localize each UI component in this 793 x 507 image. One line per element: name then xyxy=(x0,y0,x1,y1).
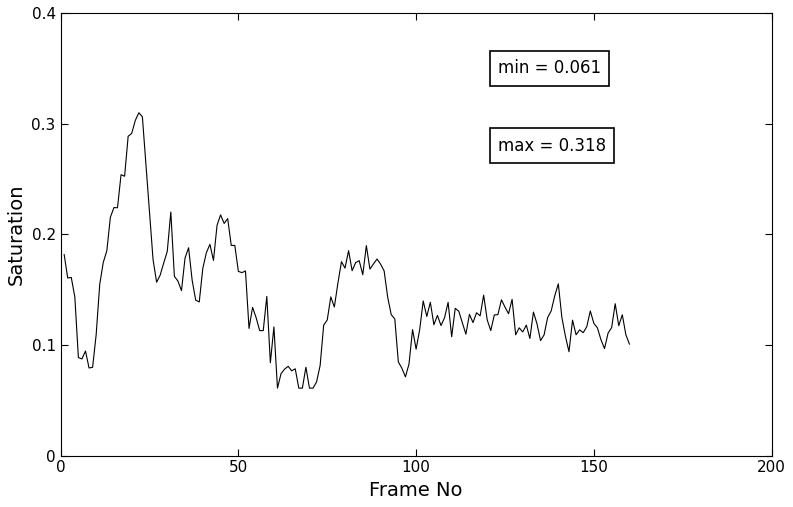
X-axis label: Frame No: Frame No xyxy=(370,481,463,500)
Y-axis label: Saturation: Saturation xyxy=(7,184,26,285)
Text: max = 0.318: max = 0.318 xyxy=(498,137,606,155)
Text: min = 0.061: min = 0.061 xyxy=(498,59,601,77)
